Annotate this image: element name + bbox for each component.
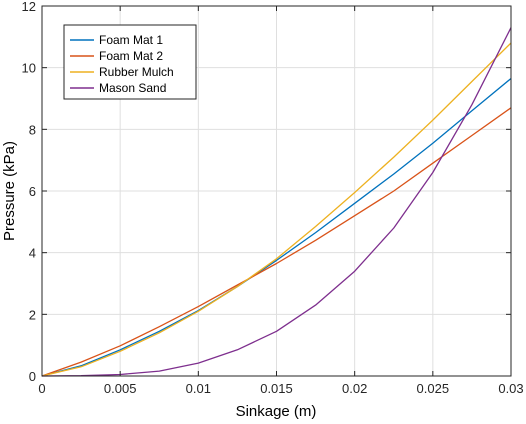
legend-box <box>63 24 197 100</box>
y-tick-label: 4 <box>29 246 36 261</box>
x-tick-label: 0.025 <box>417 381 450 396</box>
x-tick-label: 0.005 <box>104 381 137 396</box>
legend-label: Foam Mat 2 <box>99 49 163 63</box>
legend-label: Rubber Mulch <box>99 65 174 79</box>
y-tick-label: 6 <box>29 184 36 199</box>
x-axis-label: Sinkage (m) <box>236 403 317 420</box>
x-tick-label: 0.015 <box>260 381 293 396</box>
y-tick-label: 12 <box>22 0 36 14</box>
x-tick-label: 0 <box>38 381 45 396</box>
legend: Foam Mat 1 Foam Mat 2 Rubber Mulch Mason Sa… <box>63 24 197 100</box>
tick-labels: 0 0.005 0.01 0.015 0.02 0.025 0.03 0 2 4 6 8 10 12 <box>22 0 524 396</box>
x-tick-label: 0.02 <box>342 381 367 396</box>
legend-label: Mason Sand <box>99 81 166 95</box>
y-tick-label: 0 <box>29 369 36 384</box>
y-axis-label: Pressure (kPa) <box>1 141 18 241</box>
y-tick-label: 10 <box>22 61 36 76</box>
series-line-3 <box>41 42 512 377</box>
series-line-2 <box>41 107 512 377</box>
ticks <box>41 5 512 377</box>
series-line-1 <box>41 77 512 377</box>
x-tick-label: 0.01 <box>186 381 211 396</box>
x-tick-label: 0.03 <box>498 381 523 396</box>
legend-label: Foam Mat 1 <box>99 33 163 47</box>
y-tick-label: 8 <box>29 122 36 137</box>
y-tick-label: 2 <box>29 307 36 322</box>
